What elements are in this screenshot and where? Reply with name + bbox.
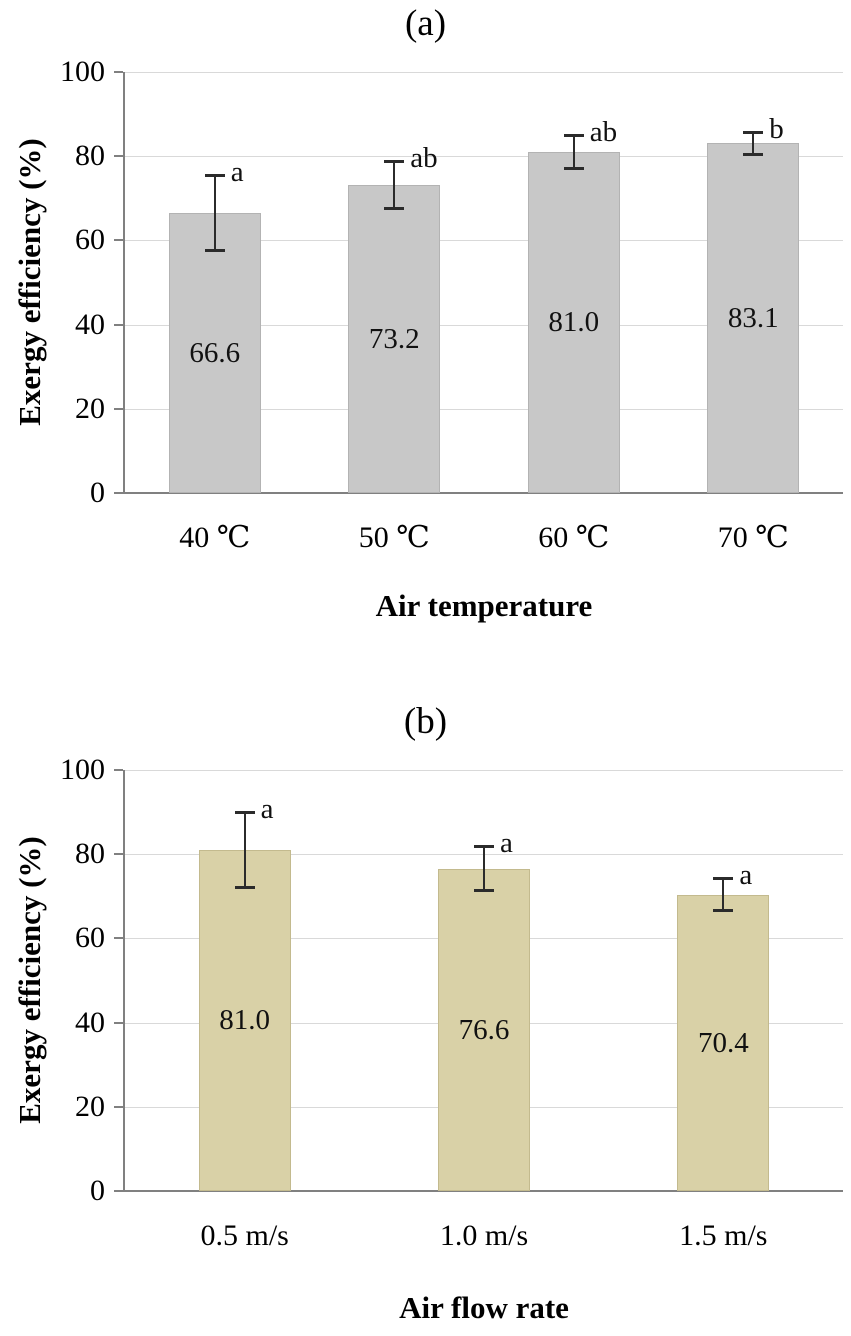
- gridline: [125, 770, 843, 771]
- bar: [677, 894, 770, 1191]
- error-bar-cap-top: [474, 845, 494, 849]
- gridline: [125, 72, 843, 73]
- bar: [168, 212, 261, 493]
- bar-value-label: 81.0: [548, 306, 600, 339]
- y-tick-mark: [114, 71, 123, 73]
- bar: [198, 850, 291, 1191]
- bar: [348, 184, 441, 493]
- x-category-label: 40 ℃: [179, 521, 251, 554]
- x-category-label: 70 ℃: [717, 521, 789, 554]
- y-tick-mark: [114, 937, 123, 940]
- error-bar-cap-bottom: [234, 885, 255, 889]
- error-bar-cap-top: [234, 811, 255, 815]
- x-axis-title-b: Air flow rate: [399, 1290, 569, 1325]
- y-tick-mark: [114, 323, 123, 326]
- y-axis-title-b: Exergy efficiency (%): [12, 836, 47, 1124]
- significance-letter: a: [739, 858, 753, 891]
- y-tick-label: 100: [60, 753, 105, 786]
- x-category-label: 1.5 m/s: [679, 1219, 768, 1252]
- bar-value-label: 81.0: [219, 1004, 271, 1037]
- bar: [527, 152, 620, 493]
- gridline: [125, 240, 843, 242]
- error-bar-cap-bottom: [563, 166, 584, 170]
- panel-label-a: (a): [404, 3, 447, 44]
- gridline: [125, 156, 843, 158]
- error-bar-cap-bottom: [384, 206, 405, 210]
- error-bar-cap-top: [713, 876, 734, 880]
- y-axis-line: [123, 72, 125, 493]
- gridline: [125, 408, 843, 410]
- bar-value-label: 70.4: [697, 1026, 749, 1059]
- error-bar-line: [722, 877, 725, 912]
- y-tick-label: 100: [60, 55, 105, 88]
- error-bar-cap-bottom: [713, 909, 734, 913]
- x-axis-line: [123, 492, 843, 494]
- y-tick-label: 60: [75, 921, 105, 955]
- y-tick-label: 40: [75, 307, 105, 341]
- chart-a: (a) Exergy efficiency (%) 0 20 40 60 80 100 66…: [12, 3, 843, 623]
- bar: [707, 143, 800, 493]
- bar: [438, 868, 530, 1191]
- significance-letter: a: [230, 155, 244, 188]
- gridline: [125, 324, 843, 326]
- error-bar-cap-top: [204, 173, 225, 177]
- panel-label-b: (b): [403, 701, 448, 742]
- y-tick-mark: [114, 853, 123, 856]
- error-bar-cap-bottom: [474, 888, 494, 892]
- y-tick-label: 0: [90, 1174, 105, 1207]
- x-axis-line: [123, 1190, 843, 1192]
- y-tick-mark: [114, 239, 123, 242]
- y-tick-mark: [114, 155, 123, 158]
- y-axis-title-a: Exergy efficiency (%): [12, 138, 47, 426]
- significance-letter: ab: [410, 141, 438, 174]
- error-bar-line: [483, 846, 485, 891]
- error-bar-line: [213, 174, 216, 251]
- error-bar-line: [243, 812, 246, 888]
- y-tick-mark: [114, 407, 123, 410]
- x-category-label: 1.0 m/s: [439, 1219, 529, 1252]
- error-bar-cap-top: [743, 130, 764, 134]
- y-tick-label: 20: [75, 1089, 105, 1123]
- plot-area-b: 0 20 40 60 80 100 81.0 a 0.5 m/s 76.6 a 1.0 m/s 70.4…: [60, 753, 843, 1252]
- error-bar-line: [393, 160, 396, 209]
- y-tick-label: 60: [75, 223, 105, 257]
- bar-value-label: 73.2: [368, 322, 420, 355]
- x-category-label: 0.5 m/s: [200, 1219, 289, 1252]
- y-tick-mark: [114, 1105, 123, 1108]
- x-category-label: 60 ℃: [538, 521, 610, 554]
- x-axis-title-a: Air temperature: [375, 588, 593, 623]
- y-tick-mark: [114, 492, 123, 494]
- significance-letter: ab: [589, 116, 618, 149]
- significance-letter: b: [769, 112, 784, 145]
- y-axis-line: [123, 770, 125, 1191]
- chart-b: (b) Exergy efficiency (%) 0 20 40 60 80 100 81…: [0, 668, 851, 1336]
- y-tick-label: 0: [90, 476, 105, 509]
- error-bar-line: [752, 131, 755, 155]
- y-tick-label: 20: [75, 391, 105, 425]
- y-tick-label: 40: [75, 1005, 105, 1039]
- plot-area-a: 0 20 40 60 80 100 66.6 a 40 ℃ 73.2 ab 50 ℃ 81.0 ab 60 …: [60, 55, 843, 554]
- y-tick-mark: [114, 769, 123, 771]
- significance-letter: a: [260, 793, 274, 826]
- bar-value-label: 76.6: [458, 1013, 510, 1046]
- bar-value-label: 66.6: [189, 336, 241, 369]
- significance-letter: a: [500, 827, 513, 860]
- error-bar-cap-bottom: [204, 248, 225, 252]
- error-bar-cap-bottom: [743, 152, 764, 156]
- bar-value-label: 83.1: [727, 302, 779, 335]
- y-tick-label: 80: [75, 837, 105, 871]
- error-bar-cap-top: [384, 159, 405, 163]
- error-bar-line: [572, 135, 575, 169]
- error-bar-cap-top: [563, 134, 584, 138]
- x-category-label: 50 ℃: [358, 521, 430, 554]
- y-tick-label: 80: [75, 139, 105, 173]
- y-tick-mark: [114, 1021, 123, 1024]
- y-tick-mark: [114, 1190, 123, 1192]
